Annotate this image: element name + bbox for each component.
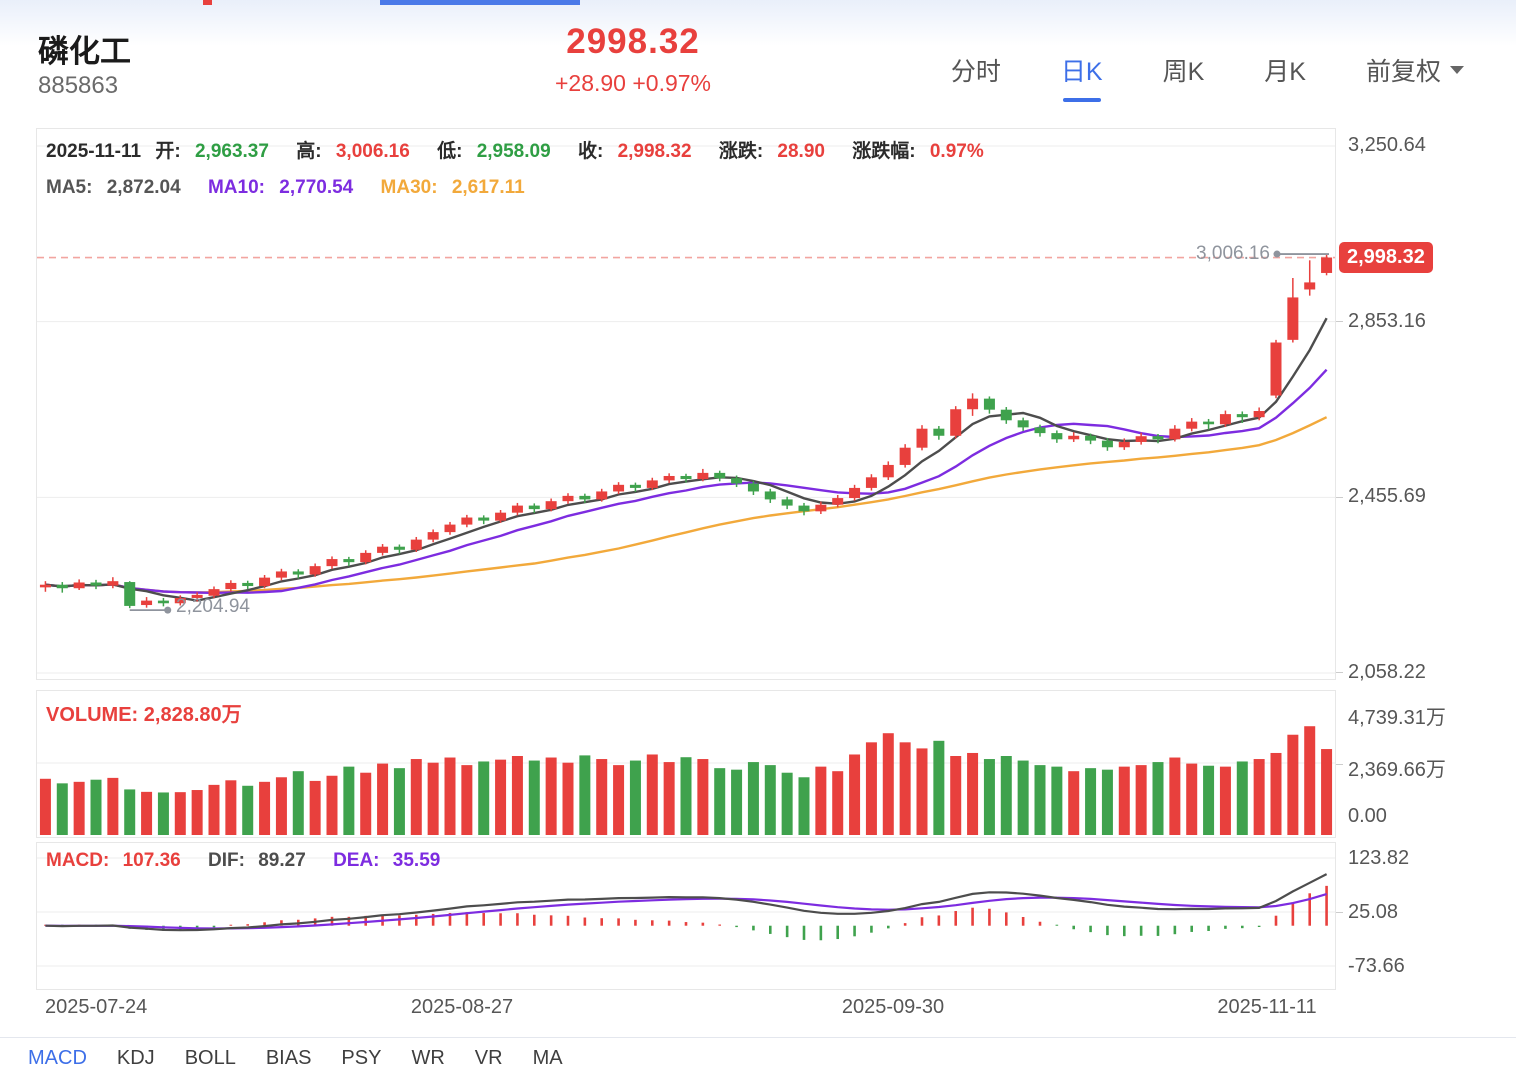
stock-code: 885863 <box>38 72 119 99</box>
caret-down-icon <box>1450 66 1464 74</box>
price-change: +28.90 +0.97% <box>554 70 712 96</box>
top-tab-indicator <box>380 0 580 5</box>
ma5-value: 2,872.04 <box>106 177 181 198</box>
adjust-dropdown[interactable]: 前复权 <box>1366 52 1464 88</box>
tab-minute[interactable]: 分时 <box>950 58 1001 86</box>
ma10-value: 2,770.54 <box>279 177 354 198</box>
indicator-tab-kdj[interactable]: KDJ <box>116 1047 155 1069</box>
dea-value: 35.59 <box>392 850 441 871</box>
price-block: 2998.32 +28.90 +0.97% <box>498 22 768 97</box>
top-red-mark <box>203 0 212 5</box>
period-low-annotation: 2,204.94 <box>176 596 250 617</box>
volume-canvas[interactable] <box>37 691 1335 837</box>
close-label: 收: <box>577 141 604 162</box>
tab-daily-k[interactable]: 日K <box>1061 52 1103 102</box>
x-axis-date: 2025-09-30 <box>841 996 945 1018</box>
ohlc-info-bar: 2025-11-11 开: 2,963.37 高: 3,006.16 低: 2,… <box>46 136 993 163</box>
ma-info-bar: MA5: 2,872.04 MA10: 2,770.54 MA30: 2,617… <box>46 177 534 199</box>
indicator-tab-vr[interactable]: VR <box>474 1047 503 1069</box>
macd-axis-tick: -73.66 <box>1348 955 1405 977</box>
macd-label: MACD: <box>46 850 110 871</box>
macd-axis-tick: 123.82 <box>1348 847 1410 869</box>
volume-panel[interactable] <box>36 690 1336 838</box>
dif-value: 89.27 <box>258 850 306 871</box>
low-value: 2,958.09 <box>476 141 551 162</box>
top-gradient <box>0 0 1516 46</box>
indicator-tab-bias[interactable]: BIAS <box>265 1047 312 1069</box>
indicator-tab-boll[interactable]: BOLL <box>184 1047 236 1069</box>
period-tabs: 分时 日K 周K 月K 前复权 <box>950 52 1464 102</box>
main-chart-panel[interactable] <box>36 128 1336 680</box>
volume-label: VOLUME: 2,828.80万 <box>46 704 242 726</box>
macd-canvas[interactable] <box>37 843 1335 989</box>
volume-axis-tick: 4,739.31万 <box>1348 707 1446 729</box>
volume-axis-tick: 0.00 <box>1348 805 1387 827</box>
x-axis-date: 2025-07-24 <box>45 996 148 1018</box>
indicator-tab-macd[interactable]: MACD <box>28 1047 87 1069</box>
ma30-label: MA30: <box>380 177 438 198</box>
main-chart-canvas[interactable] <box>37 129 1335 679</box>
axis-tick-mark <box>1336 912 1343 913</box>
adjust-label: 前复权 <box>1365 58 1441 86</box>
change-value: 28.90 <box>777 141 825 162</box>
high-value: 3,006.16 <box>335 141 410 162</box>
ma5-label: MA5: <box>46 177 93 198</box>
axis-tick-mark <box>1336 764 1343 765</box>
price-axis-tick: 3,250.64 <box>1348 134 1426 156</box>
ma10-label: MA10: <box>207 177 265 198</box>
price-axis-tick: 2,853.16 <box>1348 310 1426 332</box>
indicator-tab-ma[interactable]: MA <box>532 1047 563 1069</box>
change-pct-label: 涨跌幅: <box>852 141 916 162</box>
current-price: 2998.32 <box>566 22 700 61</box>
axis-tick-mark <box>1336 672 1343 673</box>
macd-axis-tick: 25.08 <box>1348 901 1399 923</box>
tab-monthly-k[interactable]: 月K <box>1264 58 1306 86</box>
change-pct-value: 0.97% <box>929 141 984 162</box>
price-axis-tick: 2,058.22 <box>1348 661 1426 683</box>
open-value: 2,963.37 <box>194 141 269 162</box>
ma30-value: 2,617.11 <box>451 177 525 198</box>
info-date: 2025-11-11 <box>46 141 142 162</box>
dea-label: DEA: <box>333 850 380 871</box>
current-price-tag: 2,998.32 <box>1339 242 1433 273</box>
low-label: 低: <box>437 141 463 162</box>
macd-info-bar: MACD: 107.36 DIF: 89.27 DEA: 35.59 <box>46 850 448 872</box>
macd-value: 107.36 <box>122 850 181 871</box>
x-axis-date: 2025-11-11 <box>1217 996 1317 1018</box>
axis-tick-mark <box>1336 497 1343 498</box>
open-label: 开: <box>155 141 181 162</box>
tab-weekly-k[interactable]: 周K <box>1162 58 1205 86</box>
macd-panel[interactable] <box>36 842 1336 990</box>
indicator-tab-bar: MACD KDJ BOLL BIAS PSY WR VR MA <box>0 1037 1516 1077</box>
dif-label: DIF: <box>208 850 245 871</box>
period-high-annotation: 3,006.16 <box>1196 243 1270 264</box>
price-axis-tick: 2,455.69 <box>1348 485 1426 507</box>
close-value: 2,998.32 <box>617 141 692 162</box>
stock-name: 磷化工 <box>38 34 131 69</box>
change-label: 涨跌: <box>718 141 764 162</box>
axis-tick-mark <box>1336 321 1343 322</box>
high-label: 高: <box>296 141 322 162</box>
volume-axis-tick: 2,369.66万 <box>1348 759 1446 781</box>
x-axis-date: 2025-08-27 <box>410 996 514 1018</box>
indicator-tab-psy[interactable]: PSY <box>341 1047 382 1069</box>
indicator-tab-wr[interactable]: WR <box>411 1047 445 1069</box>
